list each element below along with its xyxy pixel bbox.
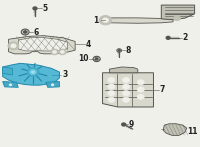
- Polygon shape: [161, 5, 195, 20]
- Circle shape: [50, 83, 55, 87]
- Circle shape: [60, 50, 64, 53]
- Text: 7: 7: [160, 85, 165, 94]
- Circle shape: [24, 31, 27, 33]
- Circle shape: [137, 87, 144, 92]
- Circle shape: [102, 18, 109, 22]
- Polygon shape: [18, 37, 67, 51]
- Text: 10: 10: [78, 54, 88, 64]
- Circle shape: [11, 44, 16, 48]
- Circle shape: [122, 123, 126, 126]
- Circle shape: [27, 68, 39, 76]
- Polygon shape: [3, 81, 18, 87]
- Text: 3: 3: [62, 70, 68, 80]
- Circle shape: [33, 7, 37, 10]
- Text: 11: 11: [187, 127, 197, 136]
- Text: 6: 6: [34, 27, 39, 36]
- Polygon shape: [103, 73, 153, 107]
- Circle shape: [9, 84, 12, 86]
- Circle shape: [166, 36, 170, 39]
- Circle shape: [58, 49, 66, 55]
- Text: 5: 5: [43, 4, 48, 13]
- Polygon shape: [109, 67, 138, 73]
- Text: 4: 4: [86, 40, 91, 49]
- Circle shape: [99, 16, 112, 25]
- Circle shape: [108, 97, 115, 102]
- Circle shape: [108, 84, 115, 89]
- Polygon shape: [9, 36, 75, 54]
- Circle shape: [29, 69, 37, 75]
- Circle shape: [53, 50, 57, 53]
- Circle shape: [123, 77, 130, 83]
- Circle shape: [8, 42, 19, 50]
- Circle shape: [118, 50, 120, 51]
- Circle shape: [173, 16, 180, 21]
- Polygon shape: [103, 18, 173, 23]
- Circle shape: [137, 80, 144, 85]
- Text: 2: 2: [183, 33, 188, 42]
- Text: 9: 9: [129, 120, 134, 129]
- Circle shape: [51, 49, 58, 55]
- Text: 1: 1: [93, 16, 98, 25]
- Circle shape: [51, 84, 54, 86]
- Circle shape: [137, 94, 144, 99]
- Circle shape: [8, 83, 13, 87]
- Circle shape: [123, 84, 130, 89]
- Circle shape: [108, 77, 115, 83]
- Polygon shape: [3, 67, 12, 75]
- Polygon shape: [46, 81, 59, 87]
- Circle shape: [95, 58, 98, 60]
- Text: 8: 8: [126, 46, 131, 55]
- Polygon shape: [3, 63, 59, 85]
- Circle shape: [108, 91, 115, 96]
- Circle shape: [123, 97, 130, 102]
- Circle shape: [123, 91, 130, 96]
- Polygon shape: [163, 124, 187, 135]
- Circle shape: [31, 71, 35, 73]
